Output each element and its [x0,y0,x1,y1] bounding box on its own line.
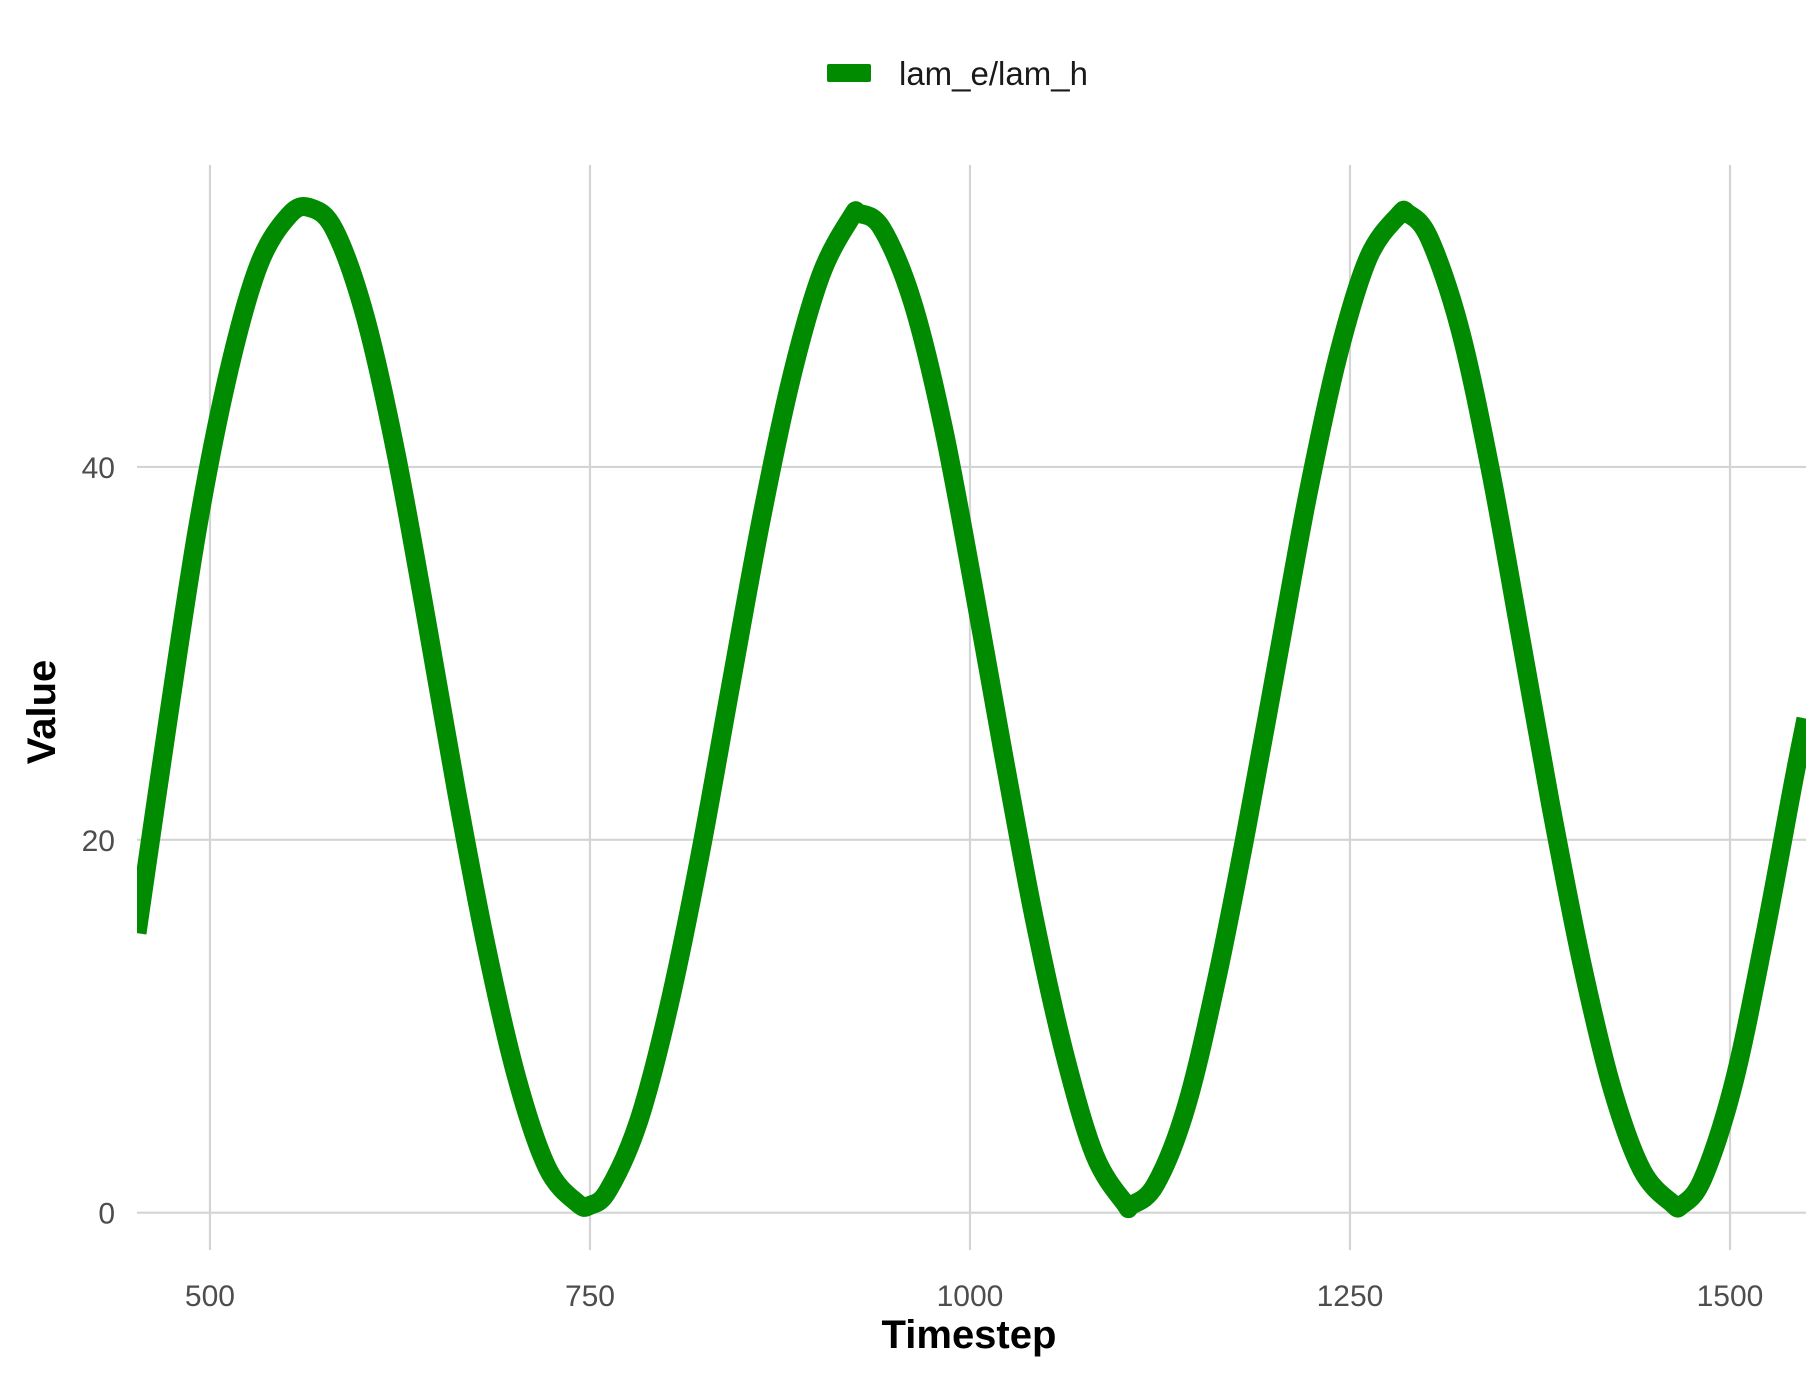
x-tick-label: 1500 [1697,1280,1764,1313]
legend: lam_e/lam_h [827,55,1088,92]
y-axis-title: Value [20,660,64,765]
x-tick-label: 500 [185,1280,235,1313]
x-tick-label: 1250 [1317,1280,1384,1313]
y-tick-label: 0 [98,1198,115,1231]
x-tick-label: 1000 [937,1280,1004,1313]
legend-label: lam_e/lam_h [899,55,1088,92]
x-tick-label: 750 [565,1280,615,1313]
y-tick-label: 40 [82,452,115,485]
y-tick-label: 20 [82,825,115,858]
gridlines [137,165,1806,1250]
x-axis-title: Timestep [882,1313,1057,1357]
plot-area [137,197,1806,1219]
y-axis-ticks: 0 20 40 [82,452,115,1231]
series-line [137,197,1806,1219]
x-axis-ticks: 500 750 1000 1250 1500 [185,1280,1763,1313]
legend-swatch [827,64,871,82]
